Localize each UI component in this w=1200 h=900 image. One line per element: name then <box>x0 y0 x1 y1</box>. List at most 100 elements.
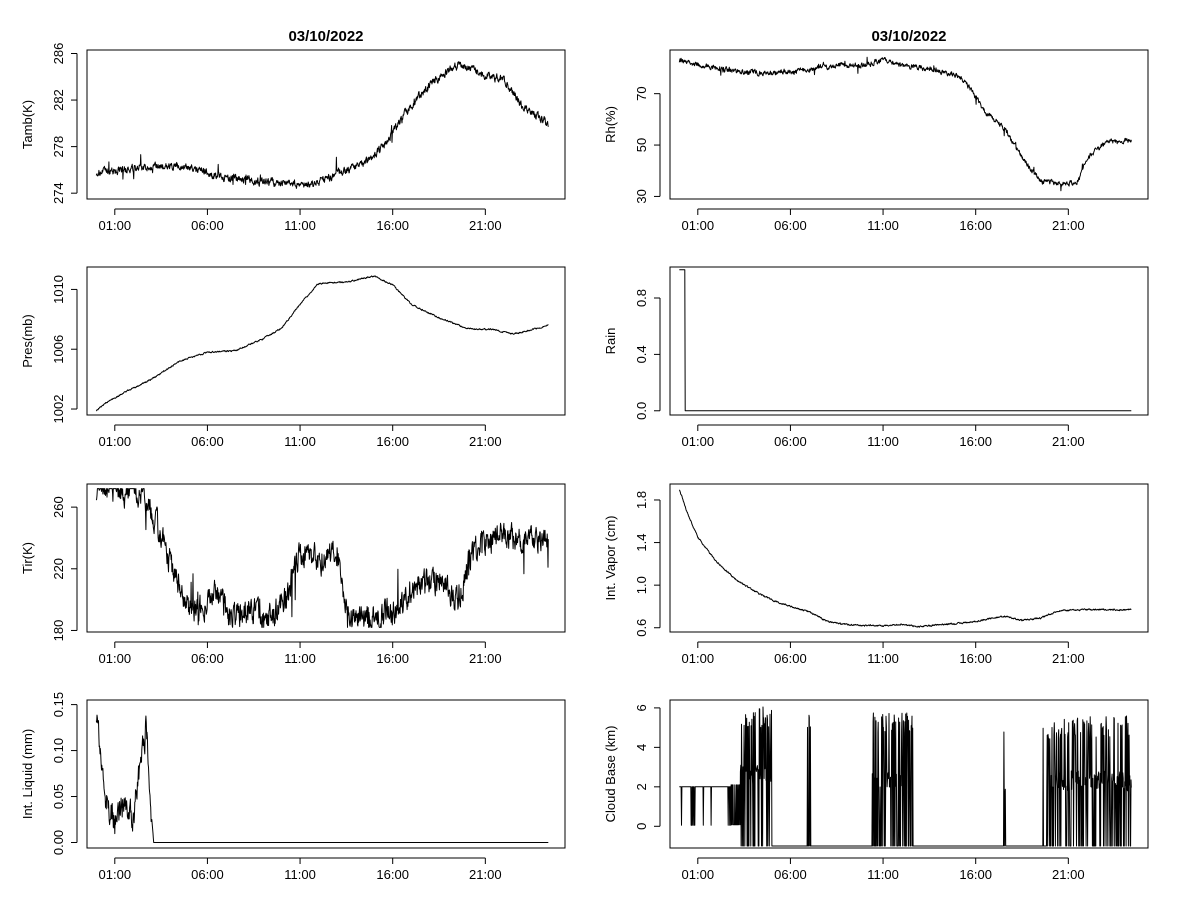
y-tick-label: 278 <box>51 136 66 158</box>
series-line <box>679 269 1132 412</box>
x-tick-label: 21:00 <box>469 651 502 666</box>
y-tick-label: 0.00 <box>51 830 66 855</box>
y-axis-label: Int. Vapor (cm) <box>603 515 618 600</box>
chart-panel-3: Pres(mb) 1002 1006 1010 01:00 06:00 11:00 16:00… <box>20 266 566 449</box>
y-axis-label: Pres(mb) <box>20 314 35 367</box>
x-tick-label: 06:00 <box>774 651 807 666</box>
y-axis-label: Tir(K) <box>20 542 35 574</box>
x-tick-label: 01:00 <box>682 218 715 233</box>
y-tick-label: 286 <box>51 43 66 65</box>
y-tick-label: 0.05 <box>51 784 66 809</box>
x-tick-label: 01:00 <box>99 434 132 449</box>
y-tick-label: 274 <box>51 182 66 204</box>
y-tick-label: 0.0 <box>634 402 649 420</box>
y-tick-label: 1.4 <box>634 534 649 552</box>
y-tick-label: 0.10 <box>51 738 66 763</box>
y-tick-label: 0 <box>634 823 649 830</box>
plot-frame <box>86 49 566 200</box>
plot-frame <box>86 699 566 849</box>
x-tick-label: 01:00 <box>682 434 715 449</box>
y-tick-label: 180 <box>51 620 66 642</box>
y-tick-label: 1006 <box>51 335 66 364</box>
plot-frame <box>86 483 566 633</box>
x-tick-label: 16:00 <box>959 434 992 449</box>
x-tick-label: 06:00 <box>191 867 224 882</box>
y-tick-label: 0.6 <box>634 619 649 637</box>
x-tick-label: 11:00 <box>867 867 899 882</box>
x-tick-label: 11:00 <box>867 651 899 666</box>
x-tick-label: 16:00 <box>376 218 409 233</box>
x-tick-label: 21:00 <box>469 867 502 882</box>
x-tick-label: 21:00 <box>1052 218 1085 233</box>
x-tick-label: 21:00 <box>469 218 502 233</box>
series-line <box>95 275 549 412</box>
x-tick-label: 01:00 <box>682 867 715 882</box>
x-tick-label: 01:00 <box>99 218 132 233</box>
x-tick-label: 06:00 <box>774 218 807 233</box>
x-tick-label: 06:00 <box>191 434 224 449</box>
series-line <box>95 488 549 628</box>
chart-panel-6: Int. Vapor (cm) 0.6 1.0 1.4 1.8 01:00 06:00 11:… <box>603 483 1149 666</box>
y-axis-label: Rh(%) <box>603 106 618 143</box>
y-tick-label: 50 <box>634 138 649 152</box>
y-tick-label: 6 <box>634 704 649 711</box>
y-tick-label: 1010 <box>51 275 66 304</box>
y-tick-label: 30 <box>634 189 649 203</box>
plot-frame <box>86 266 566 416</box>
x-tick-label: 21:00 <box>1052 867 1085 882</box>
plot-frame <box>669 266 1149 416</box>
y-tick-label: 1.0 <box>634 576 649 594</box>
x-tick-label: 11:00 <box>284 218 316 233</box>
y-tick-label: 260 <box>51 496 66 518</box>
series-line <box>679 706 1132 847</box>
x-tick-label: 01:00 <box>682 651 715 666</box>
plot-frame <box>669 483 1149 633</box>
y-tick-label: 0.8 <box>634 289 649 307</box>
series-line <box>95 714 549 843</box>
y-axis-label: Cloud Base (km) <box>603 726 618 823</box>
y-tick-label: 0.15 <box>51 692 66 717</box>
x-tick-label: 21:00 <box>1052 434 1085 449</box>
x-tick-label: 16:00 <box>376 434 409 449</box>
chart-panel-2: 03/10/2022 Rh(%) 30 50 70 01:00 06:00 11:00 16:0… <box>603 28 1149 233</box>
x-tick-label: 11:00 <box>284 651 316 666</box>
x-tick-label: 01:00 <box>99 651 132 666</box>
y-tick-label: 220 <box>51 558 66 580</box>
x-tick-label: 11:00 <box>867 218 899 233</box>
x-tick-label: 01:00 <box>99 867 132 882</box>
chart-panel-4: Rain 0.0 0.4 0.8 01:00 06:00 11:00 16:00 21:00 <box>603 266 1149 449</box>
y-tick-label: 0.4 <box>634 345 649 363</box>
x-tick-label: 21:00 <box>1052 651 1085 666</box>
y-tick-label: 70 <box>634 86 649 100</box>
y-axis-label: Int. Liquid (mm) <box>20 729 35 819</box>
chart-panel-5: Tir(K) 180 220 260 01:00 06:00 11:00 16:00 21:00 <box>20 483 566 666</box>
series-line <box>678 56 1132 192</box>
chart-panel-8: Cloud Base (km) 0 2 4 6 01:00 06:00 11:00 16:00 2… <box>603 699 1149 882</box>
y-tick-label: 2 <box>634 783 649 790</box>
y-tick-label: 282 <box>51 89 66 111</box>
chart-title: 03/10/2022 <box>871 28 946 45</box>
y-axis-label: Rain <box>603 328 618 355</box>
x-tick-label: 06:00 <box>191 651 224 666</box>
plot-frame <box>669 49 1149 200</box>
x-tick-label: 16:00 <box>959 218 992 233</box>
x-tick-label: 21:00 <box>469 434 502 449</box>
chart-title: 03/10/2022 <box>288 28 363 45</box>
x-tick-label: 06:00 <box>774 434 807 449</box>
plot-frame <box>669 699 1149 849</box>
y-tick-label: 4 <box>634 744 649 751</box>
y-tick-label: 1.8 <box>634 491 649 509</box>
chart-panel-1: 03/10/2022 Tamb(K) 274 278 282 286 01:00 06:00 1… <box>20 28 566 233</box>
x-tick-label: 06:00 <box>191 218 224 233</box>
x-tick-label: 16:00 <box>959 867 992 882</box>
x-tick-label: 11:00 <box>284 434 316 449</box>
x-tick-label: 16:00 <box>376 867 409 882</box>
series-line <box>678 489 1132 628</box>
x-tick-label: 06:00 <box>774 867 807 882</box>
chart-panel-7: Int. Liquid (mm) 0.00 0.05 0.10 0.15 01:00 06:… <box>20 692 566 882</box>
x-tick-label: 11:00 <box>867 434 899 449</box>
series-line <box>95 61 549 189</box>
y-axis-label: Tamb(K) <box>20 100 35 149</box>
y-tick-label: 1002 <box>51 395 66 424</box>
